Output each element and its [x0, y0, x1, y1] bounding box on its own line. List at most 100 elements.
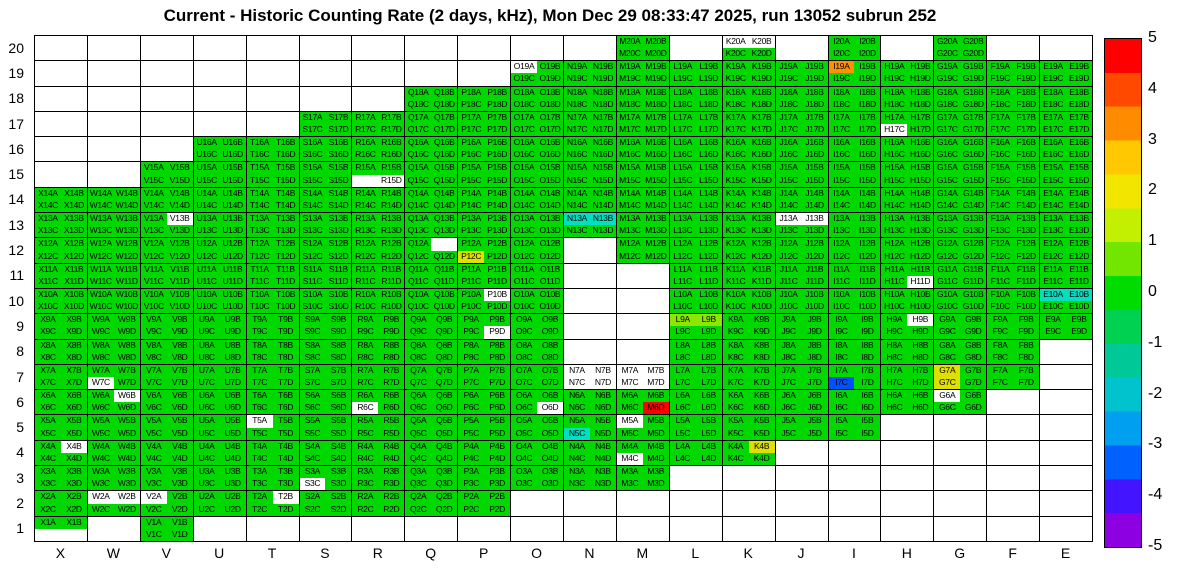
channel-label-P7B: P7B: [484, 364, 511, 378]
channel-label-K15C: K15C: [722, 174, 749, 187]
grid-cell-Q17: Q17A Q17B Q17C Q17D: [405, 111, 459, 138]
grid-cell-T18: [246, 86, 300, 112]
channel-label-T14B: T14B: [272, 187, 299, 200]
channel-label-P12B: P12B: [484, 238, 511, 251]
channel-label-O12A: O12A: [511, 238, 538, 251]
channel-label-N15D: N15D: [589, 174, 616, 187]
grid-cell-X7: X7A X7B X7C X7D: [35, 364, 88, 391]
channel-label-K12C: K12C: [722, 250, 749, 263]
grid-cell-Q14: Q14A Q14B Q14C Q14D: [405, 187, 459, 214]
grid-cell-S2: S2A S2B S2C S2D: [299, 491, 353, 517]
channel-label-I19B: I19B: [854, 61, 881, 74]
grid-cell-K16: K16A K16B K16C K16D: [722, 137, 776, 163]
channel-label-J11C: J11C: [775, 275, 802, 288]
channel-label-V15D: V15D: [166, 174, 193, 187]
channel-label-J16C: J16C: [775, 149, 802, 162]
channel-label-X8A: X8A: [35, 339, 61, 352]
channel-label-M3D: M3D: [642, 478, 669, 491]
grid-cell-W1: [87, 516, 141, 542]
channel-label-O3D: O3D: [537, 478, 563, 491]
channel-label-F7B: F7B: [1013, 364, 1040, 378]
channel-label-T5D: T5D: [272, 427, 299, 440]
channel-label-K6B: K6B: [748, 390, 775, 403]
grid-cell-S14: S14A S14B S14C S14D: [299, 187, 353, 214]
grid-cell-N13: N13A N13B N13C N13D: [564, 213, 617, 239]
column-label-H: H: [901, 545, 912, 561]
channel-label-Q2B: Q2B: [431, 491, 458, 504]
channel-label-U11A: U11A: [193, 263, 220, 276]
channel-label-O7D: O7D: [537, 377, 563, 390]
channel-label-L5A: L5A: [669, 415, 696, 428]
channel-label-N17D: N17D: [589, 124, 616, 137]
channel-label-K9A: K9A: [722, 314, 749, 327]
grid-cell-R18: [352, 86, 406, 112]
channel-label-Q9D: Q9D: [431, 326, 458, 339]
grid-cell-G10: G10A G10B G10C G10D: [934, 288, 988, 315]
channel-label-O5D: O5D: [537, 427, 563, 440]
channel-label-F13A: F13A: [987, 213, 1014, 226]
colorbar-tick--3: -3: [1148, 435, 1163, 453]
channel-label-M13B: M13B: [642, 213, 669, 226]
channel-label-J17A: J17A: [775, 111, 802, 125]
grid-cell-N20: [564, 36, 617, 62]
grid-cell-L16: L16A L16B L16C L16D: [669, 137, 723, 163]
grid-cell-U5: U5A U5B U5C U5D: [193, 415, 247, 441]
channel-label-I12B: I12B: [854, 238, 881, 251]
channel-label-E19C: E19C: [1040, 73, 1067, 86]
channel-label-S13A: S13A: [299, 213, 326, 226]
channel-label-S14A: S14A: [299, 187, 326, 200]
grid-cell-Q5: Q5A Q5B Q5C Q5D: [405, 415, 459, 441]
grid-cell-V7: V7A V7B V7C V7D: [140, 364, 194, 391]
channel-label-J7B: J7B: [801, 364, 828, 378]
channel-label-F19A: F19A: [987, 61, 1014, 74]
channel-label-J13B: J13B: [801, 213, 828, 226]
grid-cell-E12: E12A E12B E12C E12D: [1040, 238, 1093, 264]
channel-label-S2D: S2D: [325, 503, 352, 516]
channel-label-G14A: G14A: [934, 187, 961, 200]
channel-label-K20B: K20B: [748, 36, 775, 49]
channel-label-S9C: S9C: [299, 326, 326, 339]
channel-label-W14C: W14C: [87, 199, 114, 213]
channel-label-S3A: S3A: [299, 466, 326, 479]
channel-label-O12C: O12C: [511, 250, 538, 263]
channel-label-U11C: U11C: [193, 275, 220, 288]
colorbar: [1104, 38, 1142, 548]
channel-label-H12B: H12B: [907, 238, 934, 251]
grid-cell-E3: [1040, 466, 1093, 492]
channel-label-I12A: I12A: [828, 238, 855, 251]
channel-label-F10A: F10A: [987, 288, 1014, 302]
channel-label-F17D: F17D: [1013, 124, 1040, 137]
grid-cell-M7: M7A M7B M7C M7D: [616, 364, 670, 391]
channel-label-M16D: M16D: [642, 149, 669, 162]
channel-label-U14B: U14B: [219, 187, 246, 200]
channel-label-W8B: W8B: [113, 339, 140, 352]
channel-label-W12B: W12B: [113, 238, 140, 251]
channel-label-L14C: L14C: [669, 199, 696, 213]
channel-label-R13A: R13A: [352, 213, 379, 226]
channel-label-N5B: N5B: [589, 415, 616, 428]
channel-label-V4D: V4D: [166, 452, 193, 466]
channel-label-T8C: T8C: [246, 351, 273, 364]
grid-cell-V18: [140, 86, 194, 112]
channel-label-S12B: S12B: [325, 238, 352, 251]
channel-label-I6D: I6D: [854, 402, 881, 415]
channel-label-U12B: U12B: [219, 238, 246, 251]
channel-label-X13C: X13C: [35, 225, 61, 238]
channel-label-H15C: H15C: [881, 174, 908, 187]
channel-label-V2A: V2A: [140, 491, 167, 504]
grid-cell-H14: H14A H14B H14C H14D: [881, 187, 935, 214]
grid-cell-Q1: [405, 516, 459, 542]
grid-cell-M18: M18A M18B M18C M18D: [616, 86, 670, 112]
channel-label-X7A: X7A: [35, 364, 61, 378]
channel-label-R15A: R15A: [352, 162, 379, 175]
channel-label-V15B: V15B: [166, 162, 193, 175]
channel-label-V6B: V6B: [166, 390, 193, 403]
channel-label-P3D: P3D: [484, 478, 511, 491]
channel-label-T11A: T11A: [246, 263, 273, 276]
channel-label-V1D: V1D: [166, 528, 193, 541]
channel-label-W10A: W10A: [87, 288, 114, 302]
channel-label-E9C: E9C: [1040, 326, 1067, 339]
channel-label-O7A: O7A: [511, 364, 538, 378]
channel-label-O6B: O6B: [537, 390, 563, 403]
grid-cell-U18: [193, 86, 247, 112]
